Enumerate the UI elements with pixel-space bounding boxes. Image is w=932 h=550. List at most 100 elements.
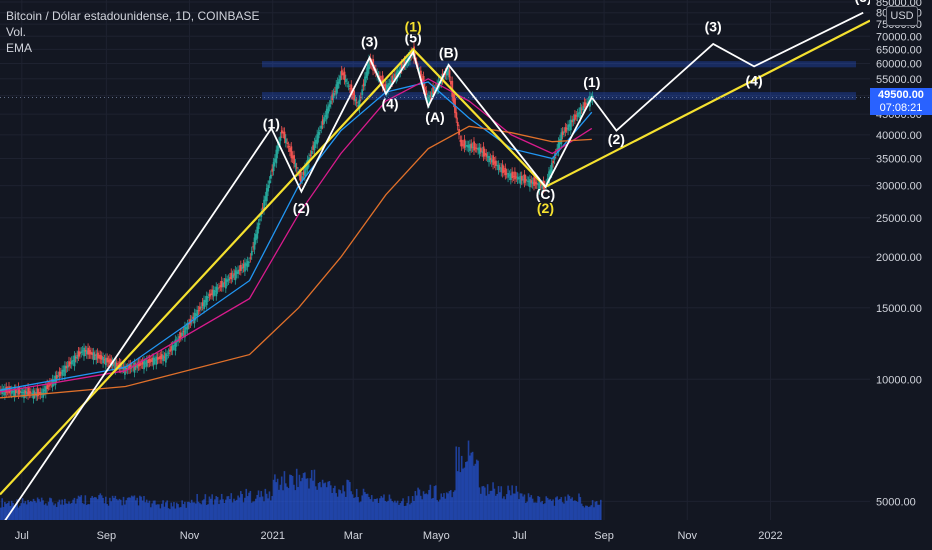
volume-bar	[99, 493, 102, 520]
candle-body	[475, 148, 478, 150]
candle-body	[455, 112, 458, 119]
volume-bar	[46, 505, 48, 520]
volume-bar	[144, 502, 147, 520]
candle-body	[465, 145, 467, 147]
candle-body	[533, 177, 535, 186]
volume-bar	[505, 494, 508, 520]
volume-bar	[398, 504, 400, 520]
symbol-title[interactable]: Bitcoin / Dólar estadounidense, 1D, COIN…	[6, 9, 260, 23]
volume-bar	[520, 493, 523, 520]
candle-body	[62, 369, 65, 372]
volume-bar	[241, 494, 243, 520]
candle-body	[12, 390, 15, 393]
volume-bar	[545, 496, 548, 520]
volume-bar	[91, 495, 93, 520]
candle-body	[522, 179, 525, 181]
candle-body	[99, 355, 102, 360]
candle-body	[567, 124, 570, 131]
volume-bar	[486, 484, 489, 520]
candle-body	[226, 279, 229, 282]
candle-body	[339, 75, 342, 81]
price-tick-label: 30000.00	[876, 181, 922, 193]
candle-body	[323, 117, 325, 124]
candle-body	[219, 285, 222, 287]
wave-label: (2)	[537, 200, 554, 216]
volume-bar	[151, 503, 153, 520]
volume-bar	[355, 488, 358, 520]
volume-bar	[175, 502, 178, 520]
volume-bar	[527, 493, 530, 520]
volume-bar	[231, 502, 234, 520]
volume-bar	[171, 506, 174, 520]
candle-body	[158, 357, 160, 360]
candle-body	[443, 75, 445, 78]
volume-bar	[413, 500, 415, 520]
volume-bar	[422, 491, 425, 520]
volume-bar	[260, 491, 263, 520]
candle-body	[186, 324, 189, 330]
candle-body	[150, 359, 152, 362]
candle-body	[19, 390, 21, 393]
volume-bar	[514, 493, 516, 520]
volume-bar	[121, 505, 123, 520]
candle-body	[147, 359, 150, 364]
volume-bar	[370, 495, 373, 520]
candle-body	[195, 313, 197, 316]
ema-line-2	[0, 78, 593, 393]
candle-body	[223, 282, 226, 284]
volume-bar	[271, 496, 273, 520]
volume-bar	[415, 495, 418, 520]
candle-body	[115, 362, 118, 367]
volume-bar	[95, 497, 98, 520]
candle-body	[145, 360, 148, 367]
candle-body	[216, 288, 219, 290]
volume-bar	[20, 503, 23, 520]
candle-body	[391, 75, 394, 83]
ema-indicator-label[interactable]: EMA	[6, 41, 33, 55]
candle-body	[579, 107, 582, 119]
volume-bar	[349, 482, 351, 520]
candle-body	[154, 359, 156, 361]
volume-bar	[478, 487, 481, 520]
candle-body	[500, 167, 503, 173]
currency-badge[interactable]: USD	[886, 6, 918, 26]
candle-body	[364, 76, 366, 86]
candle-body	[230, 272, 233, 280]
candle-body	[283, 131, 286, 139]
candle-body	[433, 89, 436, 92]
candle-body	[354, 99, 357, 102]
volume-bar	[537, 496, 539, 520]
candle-body	[125, 367, 128, 370]
volume-bar	[471, 451, 474, 520]
volume-indicator-label[interactable]: Vol.	[6, 25, 27, 39]
volume-bar	[267, 498, 269, 520]
volume-bar	[124, 504, 126, 520]
volume-bar	[107, 505, 110, 520]
candle-body	[320, 125, 323, 129]
candle-body	[197, 310, 200, 312]
volume-bar	[188, 501, 190, 520]
candle-body	[173, 345, 175, 347]
volume-bar	[125, 500, 128, 520]
volume-bar	[55, 506, 58, 520]
candle-body	[471, 146, 474, 148]
volume-bar	[387, 500, 389, 520]
candle-body	[525, 179, 527, 182]
candle-body	[136, 363, 139, 369]
candle-body	[9, 390, 12, 392]
volume-bar	[484, 487, 486, 520]
candle-body	[257, 223, 260, 230]
wave-label: (4)	[746, 72, 763, 88]
candle-body	[538, 182, 541, 191]
volume-bar	[295, 468, 298, 520]
candle-body	[481, 151, 484, 153]
candle-body	[111, 361, 114, 367]
volume-bar	[21, 498, 24, 520]
candle-body	[301, 176, 304, 180]
volume-bar	[315, 486, 317, 520]
volume-bar	[230, 493, 233, 520]
volume-bar	[35, 502, 38, 520]
volume-bar	[418, 489, 421, 520]
volume-bar	[465, 461, 467, 520]
